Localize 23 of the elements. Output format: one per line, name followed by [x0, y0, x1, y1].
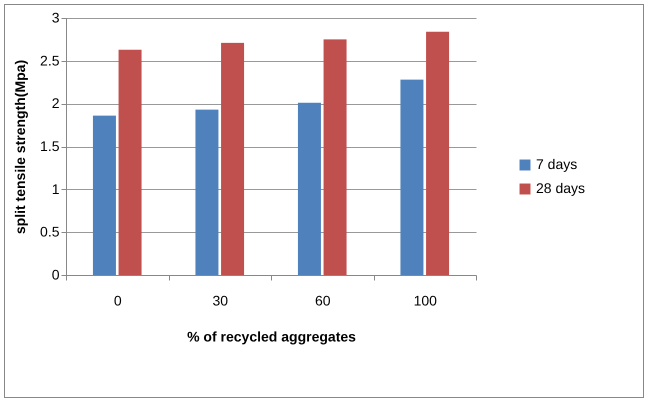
bar	[92, 116, 116, 275]
legend-label: 28 days	[536, 180, 586, 196]
bar	[426, 32, 450, 275]
x-tick-label: 30	[212, 292, 228, 308]
y-tick-label: 2	[52, 95, 60, 112]
bar	[195, 110, 218, 275]
y-axis-title: split tensile strength(Mpa)	[12, 60, 28, 234]
x-tick-label: 100	[414, 292, 438, 308]
y-tick-label: 3	[52, 10, 60, 26]
bar	[400, 80, 424, 275]
y-tick-label: 1	[52, 180, 60, 197]
bar	[298, 102, 321, 275]
bar	[118, 50, 142, 275]
bar	[324, 39, 347, 275]
x-tick-label: 60	[314, 292, 331, 308]
y-tick-label: 2.5	[40, 52, 60, 68]
y-tick-label: 0.5	[40, 224, 60, 240]
legend-label: 7 days	[536, 156, 578, 172]
x-axis-title: % of recycled aggregates	[187, 328, 356, 344]
bar	[221, 42, 244, 275]
y-tick-label: 1.5	[40, 138, 60, 154]
y-tick-label: 0	[52, 266, 60, 282]
x-tick-label: 0	[114, 292, 122, 308]
